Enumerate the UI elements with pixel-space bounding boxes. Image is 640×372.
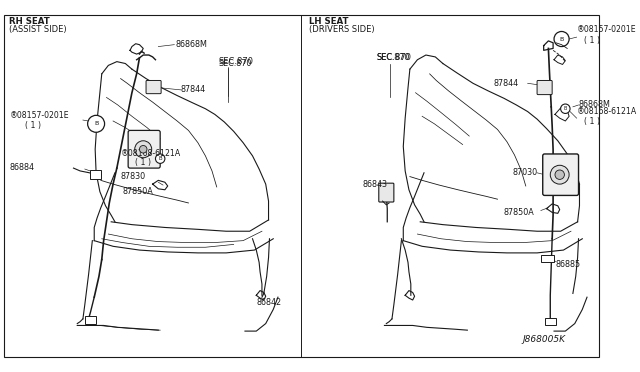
Text: B: B [564,106,567,111]
Text: LH SEAT: LH SEAT [309,17,349,26]
FancyBboxPatch shape [537,80,552,94]
Bar [90,170,101,179]
Bar [545,318,556,326]
Text: 86868M: 86868M [175,40,207,49]
Text: SEC.870: SEC.870 [219,59,252,68]
Circle shape [135,141,152,158]
Text: SEC.870: SEC.870 [377,53,412,62]
Text: 87844: 87844 [493,79,519,88]
Text: (DRIVERS SIDE): (DRIVERS SIDE) [309,25,374,35]
FancyBboxPatch shape [146,80,161,94]
Text: SEC.870: SEC.870 [219,57,253,67]
Circle shape [554,32,569,46]
Text: 87844: 87844 [181,86,206,94]
Text: 87850A: 87850A [503,208,534,217]
Text: 87030: 87030 [513,168,538,177]
FancyBboxPatch shape [543,154,579,195]
Text: ( 1 ): ( 1 ) [26,121,42,129]
Text: 86843: 86843 [363,180,388,189]
Text: SEC.870: SEC.870 [377,53,410,62]
Circle shape [555,170,564,179]
Text: 86842: 86842 [256,298,282,307]
Text: ®08168-6121A: ®08168-6121A [120,149,180,158]
Text: 86885: 86885 [556,260,581,269]
Text: ( 1 ): ( 1 ) [584,36,600,45]
Bar [85,316,96,324]
Text: ®08168-6121A: ®08168-6121A [577,108,637,116]
Text: 87830: 87830 [120,172,146,181]
Bar [541,255,554,262]
Text: 87850A: 87850A [122,187,153,196]
Text: J868005K: J868005K [522,335,565,344]
Text: B: B [94,121,98,126]
Text: RH SEAT: RH SEAT [10,17,50,26]
Text: ( 1 ): ( 1 ) [584,117,600,126]
FancyBboxPatch shape [379,183,394,202]
Circle shape [156,154,165,163]
Text: ®08157-0201E: ®08157-0201E [10,111,69,120]
Circle shape [88,115,104,132]
Text: B: B [559,36,564,42]
Circle shape [561,104,570,113]
Text: ®08157-0201E: ®08157-0201E [577,25,636,35]
Text: B: B [158,156,162,161]
Text: ( 1 ): ( 1 ) [135,158,151,167]
Circle shape [140,145,147,153]
Text: 86868M: 86868M [579,100,611,109]
Text: (ASSIST SIDE): (ASSIST SIDE) [10,25,67,35]
Text: 86884: 86884 [10,163,35,171]
Circle shape [550,165,569,184]
FancyBboxPatch shape [128,131,160,168]
